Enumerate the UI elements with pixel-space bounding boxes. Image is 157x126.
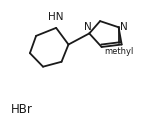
Text: HN: HN [48,12,63,22]
Text: N: N [120,22,128,32]
Text: N: N [84,22,92,32]
Text: HBr: HBr [11,103,32,116]
Text: methyl: methyl [104,47,133,56]
